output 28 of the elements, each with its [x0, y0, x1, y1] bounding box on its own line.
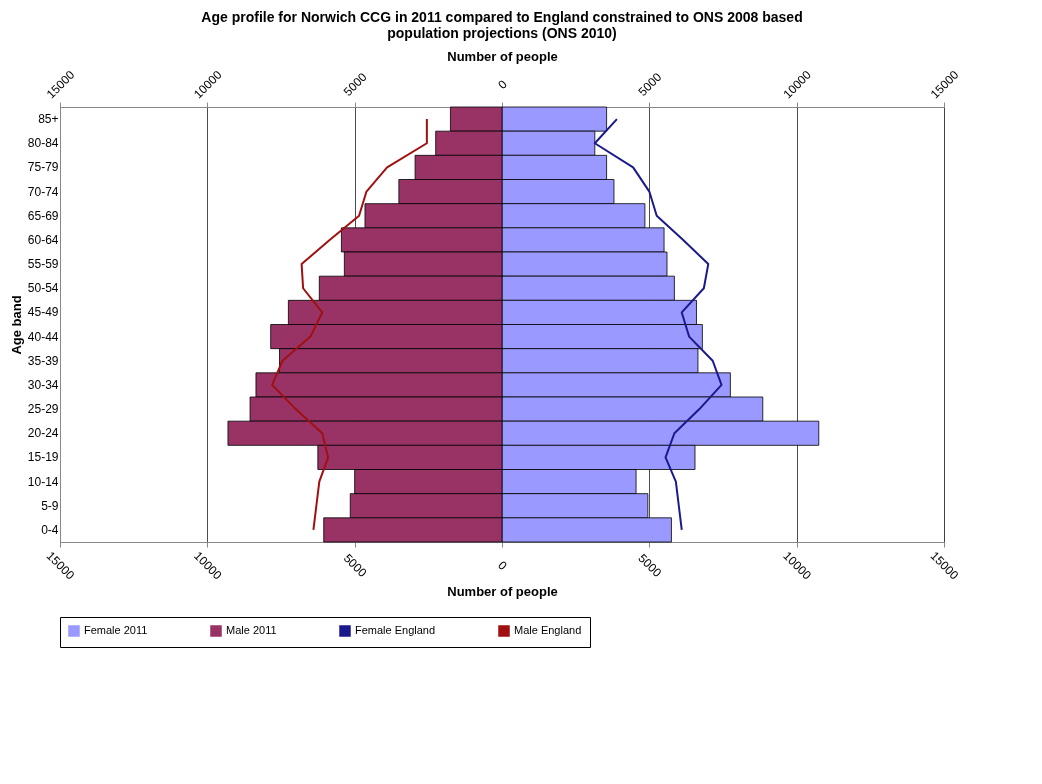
y-tick-label: 55-59: [27, 257, 59, 272]
y-tick-label: 60-64: [27, 232, 59, 247]
y-tick-label: 5-9: [41, 498, 59, 513]
chart-title: Age profile for Norwich CCG in 2011 compared to England constrained to ONS 2008 based population projections (ONS 2010): [201, 8, 803, 41]
y-tick-label: 85+: [38, 112, 59, 127]
y-axis-title: Age band: [8, 295, 24, 355]
legend-label: Male 2011: [226, 624, 277, 636]
x2-tick-label: 0: [495, 558, 511, 574]
y-tick-label: 0-4: [41, 522, 59, 537]
y-tick-label: 45-49: [27, 305, 59, 320]
y-tick-label: 75-79: [27, 160, 59, 175]
x-tick-label: 0: [495, 76, 511, 92]
y-tick-label: 65-69: [27, 208, 59, 223]
y-tick-label: 50-54: [27, 281, 59, 296]
y-tick-label: 25-29: [27, 402, 59, 417]
y-tick-label: 10-14: [27, 474, 59, 489]
y-tick-label: 15-19: [27, 450, 59, 465]
y-tick-label: 70-74: [27, 184, 59, 199]
legend-label: Male England: [514, 624, 582, 636]
legend-label: Female 2011: [84, 624, 148, 636]
y-tick-label: 40-44: [27, 329, 59, 344]
legend-label: Female England: [355, 624, 436, 636]
y-tick-label: 35-39: [27, 353, 59, 368]
y-tick-label: 80-84: [27, 136, 59, 151]
x-axis-title: Number of people: [447, 583, 558, 599]
x2-axis-title: Number of people: [447, 49, 558, 65]
y-tick-label: 20-24: [27, 426, 59, 441]
y-tick-label: 30-34: [27, 377, 59, 392]
